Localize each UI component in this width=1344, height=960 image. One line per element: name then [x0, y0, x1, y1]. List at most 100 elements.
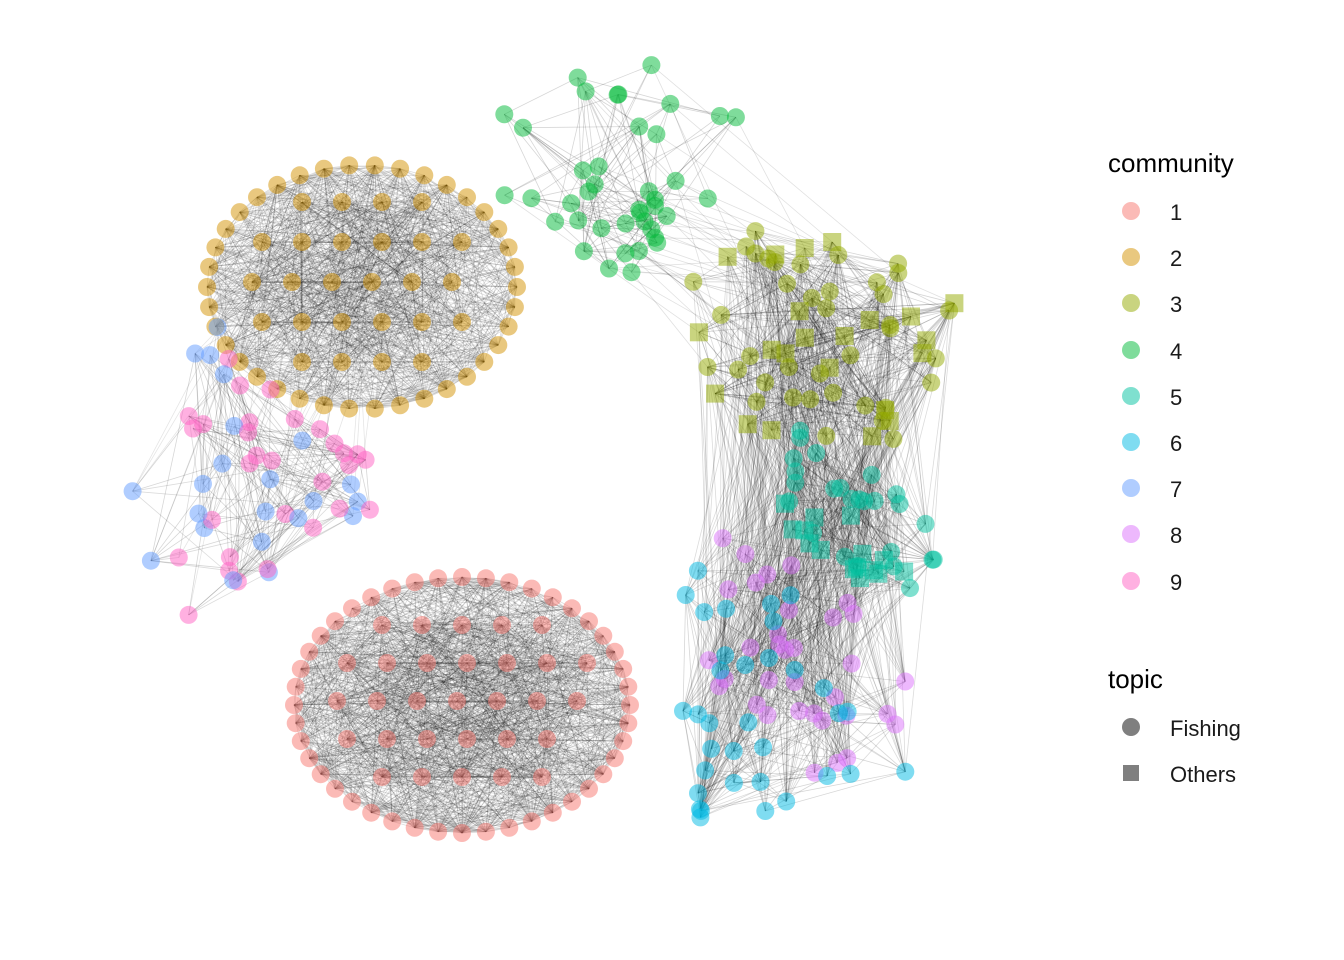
graph-edge	[594, 184, 656, 207]
graph-edge	[239, 281, 333, 363]
graph-edge	[301, 241, 343, 363]
graph-edge	[800, 264, 875, 571]
graph-edge	[426, 662, 588, 740]
graph-edge	[421, 266, 516, 323]
graph-edge	[334, 581, 510, 790]
graph-edge	[381, 201, 463, 243]
graph-edge	[765, 775, 828, 812]
graph-edge	[466, 607, 573, 664]
graph-edge	[799, 310, 886, 411]
graph-edge	[313, 165, 376, 502]
graph-edge	[416, 576, 463, 702]
graph-edge	[386, 582, 416, 740]
graph-edge	[208, 306, 425, 400]
graph-edge	[416, 700, 439, 832]
graph-edge	[421, 306, 515, 323]
graph-edge	[698, 332, 851, 775]
graph-edge	[209, 306, 303, 323]
graph-edge	[320, 635, 336, 789]
graph-edge	[800, 264, 927, 341]
graph-edge	[414, 624, 503, 828]
graph-edge	[588, 620, 624, 670]
graph-edge	[461, 228, 499, 323]
node-community-4	[495, 186, 514, 205]
graph-edge	[341, 281, 453, 323]
graph-edge	[341, 201, 516, 308]
graph-edge	[508, 700, 578, 828]
graph-edge	[536, 700, 616, 759]
graph-edge	[764, 382, 865, 502]
graph-edge	[239, 385, 296, 420]
node-community-9	[203, 510, 221, 529]
graph-edge	[724, 397, 794, 679]
graph-edge	[381, 241, 423, 363]
graph-edge	[426, 738, 439, 832]
graph-edge	[300, 668, 423, 778]
node-community-1	[533, 616, 551, 634]
graph-edge	[381, 241, 509, 248]
graph-edge	[762, 587, 911, 748]
node-community-8	[780, 601, 798, 620]
graph-edge	[301, 201, 463, 243]
graph-edge	[794, 543, 810, 683]
graph-edge	[209, 281, 333, 308]
graph-edge	[714, 316, 912, 394]
graph-edge	[277, 361, 343, 390]
graph-edge	[577, 77, 676, 182]
graph-edge	[370, 581, 510, 813]
graph-nodes	[123, 56, 964, 842]
node-community-4	[579, 182, 598, 201]
graph-edge	[885, 316, 912, 408]
graph-edge	[341, 321, 463, 363]
graph-edge	[536, 686, 629, 702]
graph-edge	[301, 241, 383, 363]
node-community-9	[240, 454, 259, 473]
graph-edge	[351, 704, 631, 803]
graph-edge	[760, 687, 825, 783]
node-community-8	[770, 635, 789, 654]
graph-edge	[571, 608, 588, 664]
graph-edge	[293, 577, 439, 706]
graph-edge	[685, 594, 710, 724]
node-community-1	[326, 779, 344, 798]
graph-edge	[466, 686, 629, 740]
graph-edge	[308, 651, 336, 789]
graph-edge	[718, 405, 866, 687]
graph-edge	[585, 64, 652, 92]
node-community-2	[391, 159, 410, 178]
graph-edge	[578, 209, 640, 221]
graph-edge	[799, 430, 860, 500]
node-community-1	[522, 579, 541, 598]
graph-edge	[522, 127, 584, 171]
graph-edge	[846, 565, 859, 716]
node-community-1	[343, 599, 361, 618]
node-community-5	[784, 449, 803, 468]
graph-edge	[256, 175, 301, 377]
graph-edge	[829, 291, 906, 772]
graph-edge	[277, 184, 383, 243]
graph-edge	[299, 174, 423, 243]
graph-edge	[461, 700, 538, 834]
graph-edge	[421, 624, 533, 822]
graph-edge	[261, 184, 278, 323]
graph-edge	[577, 115, 721, 221]
graph-edge	[323, 228, 499, 406]
graph-edge	[571, 608, 578, 702]
node-community-2	[437, 380, 456, 399]
graph-edge	[251, 281, 383, 323]
graph-edge	[346, 662, 423, 778]
graph-edge	[768, 367, 830, 659]
node-community-7	[201, 346, 219, 365]
graph-edge	[277, 184, 516, 308]
node-community-6	[754, 738, 773, 757]
graph-edge	[150, 353, 196, 561]
graph-edge	[376, 662, 548, 702]
graph-edge	[546, 722, 629, 740]
graph-edge	[381, 241, 468, 378]
graph-edge	[536, 635, 604, 702]
graph-edge	[707, 366, 735, 783]
graph-edge	[416, 700, 543, 778]
node-community-2	[443, 273, 461, 291]
graph-edge	[371, 596, 624, 742]
community-swatch-icon	[1122, 433, 1140, 451]
